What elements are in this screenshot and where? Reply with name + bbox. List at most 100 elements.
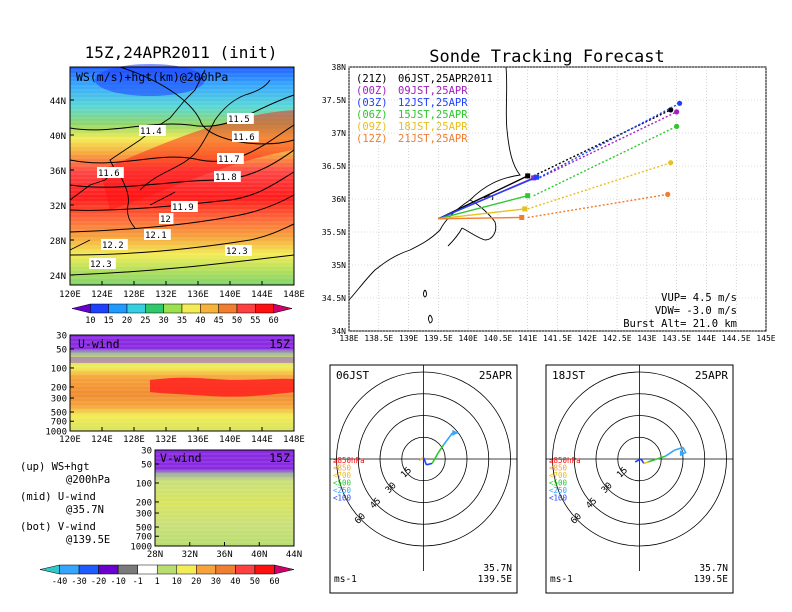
hodograph-segment [426,462,433,466]
colorbar-swatch [108,303,128,314]
map-lat-tick-label: 24N [50,272,66,282]
track-ascent [438,195,528,220]
landing-marker [674,123,680,129]
tracking-lat-label: 35.5N [322,228,346,237]
legend-code: (12Z) [356,133,388,145]
colorbar-swatch [145,303,164,314]
track-descent [533,125,677,197]
tracking-lat-label: 36.5N [322,162,346,171]
u-wind-core [150,377,294,397]
note-mid-1: (mid) U-wind [20,491,96,503]
hgt-contours [69,66,295,276]
wind-colorbar-swatch [235,564,256,575]
tracking-lon-label: 144E [697,334,716,343]
hodograph-time: 18JST [552,369,585,382]
pressure-tick-label: 200 [136,498,152,508]
contour-label: 11.6 [233,133,255,143]
wind-colorbar-swatch [137,564,158,575]
contour-label: 11.4 [140,127,162,137]
tracking-lon-label: 140E [459,334,478,343]
track-ascent [438,216,522,220]
hodograph-lat: 35.7N [483,563,512,574]
contour-label-bg [89,258,116,269]
landing-marker [665,191,671,197]
contour-label: 12.2 [102,241,124,251]
pressure-legend-entry: <500 [333,479,352,488]
vup-text: VUP= 4.5 m/s [661,292,737,304]
pressure-legend-entry: <100 [549,494,568,503]
pressure-legend-entry: <700 [333,471,352,480]
pressure-legend-entry: <500 [549,479,568,488]
hodograph-segment [674,446,684,452]
hodograph-segment [665,449,675,457]
contour-label-bg [171,201,198,212]
ws-low-core [95,64,205,96]
colorbar-label: 55 [250,316,260,326]
contour-label-bg [139,125,166,136]
wind-colorbar-swatch [59,564,80,575]
wind-colorbar-label: -40 [52,577,67,587]
hodograph-arrowhead [452,429,459,436]
contour-label: 12 [160,215,171,225]
map-lat-tick-label: 44N [50,97,66,107]
contour-label-bg [232,131,259,142]
colorbar-label: 45 [214,316,224,326]
colorbar-swatch [126,303,146,314]
pressure-tick-label: 200 [51,383,67,393]
map-lon-tick-label: 148E [283,290,305,300]
wind-colorbar-label: 20 [191,577,201,587]
legend-label: 18JST,25APR [398,121,468,133]
map-lon-tick-label: 140E [219,290,241,300]
u-lon-ticks: 120E 124E 128E 132E 136E 140E 144E 148E [59,427,305,445]
tracking-lon-label: 139E [399,334,418,343]
landing-marker [677,100,683,106]
tracking-legend: (21Z) 06JST,25APR2011 (00Z) 09JST,25APR (03Z… [356,73,493,145]
wind-colorbar: -40 -30 -20 -10 -1 1 10 20 30 40 50 60 [39,564,295,587]
map-lon-ticks: 120E 124E 128E 132E 136E 140E 144E 148E [59,281,305,300]
legend-code: (09Z) [356,121,388,133]
pressure-tick-label: 700 [136,533,152,543]
tracking-lon-label: 141E [518,334,537,343]
colorbar-swatch [200,303,219,314]
pressure-legend-entry: <850 [333,464,352,473]
legend-label: 15JST,25APR [398,109,468,121]
map-lat-tick-label: 40N [50,132,66,142]
pressure-tick-label: 30 [141,447,152,457]
wind-colorbar-label: 1 [155,577,160,587]
hodograph-date: 25APR [695,369,728,382]
hodograph-lat: 35.7N [699,563,728,574]
ws-map-panel: 15Z,24APR2011 (init) 11.4 11.5 11.6 [50,43,305,326]
tracking-lon-label: 143E [637,334,656,343]
hodograph-segment [656,455,666,460]
legend-label: 21JST,25APR [398,133,468,145]
pressure-legend-entry: <700 [549,471,568,480]
tracking-title: Sonde Tracking Forecast [429,47,664,67]
legend-code: (00Z) [356,85,388,97]
tracking-lon-label: 142.5E [603,334,632,343]
hodograph-segment [643,461,649,465]
contour-label: 11.6 [98,169,120,179]
colorbar-swatch [273,303,293,314]
tracking-lat-label: 37.5N [322,96,346,105]
wind-colorbar-swatch [254,564,275,575]
pressure-tick-label: 500 [51,409,67,419]
colorbar-swatch [236,303,256,314]
pressure-legend-entry: <100 [333,494,352,503]
pressure-tick-label: 100 [136,479,152,489]
track-ascent [438,208,525,220]
tracking-lon-label: 140.5E [483,334,512,343]
colorbar-swatch [71,303,91,314]
pressure-tick-label: 50 [141,460,152,470]
legend-code: (03Z) [356,97,388,109]
tracking-lon-label: 141.5E [543,334,572,343]
contour-label-bg [144,229,171,240]
track-descent [527,162,671,210]
pressure-tick-label: 30 [56,332,67,342]
ws-colorbar: 10 15 20 25 30 35 40 45 50 55 60 [71,303,293,326]
track-descent [533,109,671,177]
map-lat-tick-label: 28N [50,237,66,247]
